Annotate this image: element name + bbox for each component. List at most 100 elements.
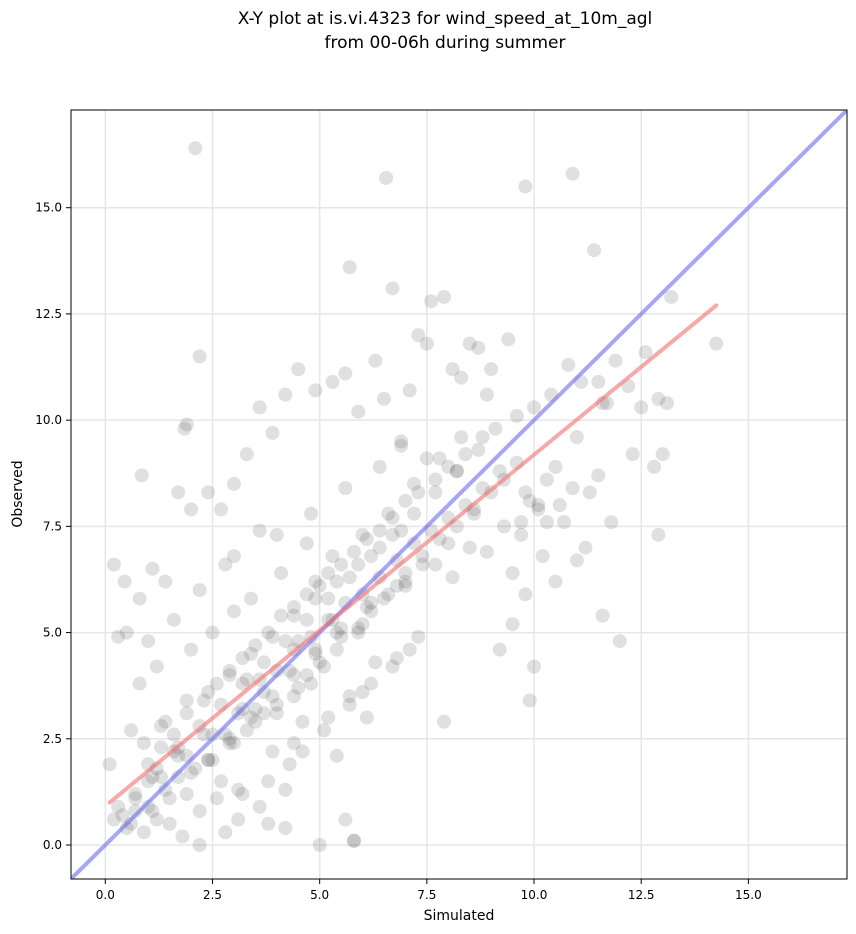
data-point (231, 782, 246, 797)
data-point (402, 642, 417, 657)
data-point (659, 396, 674, 411)
data-point (595, 608, 610, 623)
data-point (436, 714, 451, 729)
data-point (428, 472, 443, 487)
data-point (664, 289, 679, 304)
data-point (501, 332, 516, 347)
data-point (527, 400, 542, 415)
data-point (394, 434, 409, 449)
data-point (364, 676, 379, 691)
data-point (136, 825, 151, 840)
data-point (569, 430, 584, 445)
data-point (359, 600, 374, 615)
data-point (398, 493, 413, 508)
data-point (342, 260, 357, 275)
data-point (411, 629, 426, 644)
data-point (291, 680, 306, 695)
data-point (111, 799, 126, 814)
data-point (184, 642, 199, 657)
data-point (342, 689, 357, 704)
data-point (364, 604, 379, 619)
data-point (299, 668, 314, 683)
data-point (406, 506, 421, 521)
data-point (518, 179, 533, 194)
data-point (286, 668, 301, 683)
data-point (149, 659, 164, 674)
data-point (128, 787, 143, 802)
data-point (175, 829, 190, 844)
data-point (321, 591, 336, 606)
data-point (389, 651, 404, 666)
data-point (325, 549, 340, 564)
data-point (548, 459, 563, 474)
data-point (192, 583, 207, 598)
data-point (351, 557, 366, 572)
data-point (505, 566, 520, 581)
y-axis-ticks: 0.0 2.5 5.0 7.5 10.0 12.5 15.0 (35, 201, 71, 852)
data-point (282, 757, 297, 772)
data-point (634, 400, 649, 415)
data-point (201, 753, 216, 768)
data-point (445, 570, 460, 585)
data-point (325, 374, 340, 389)
data-point (231, 812, 246, 827)
data-point (376, 591, 391, 606)
data-point (218, 825, 233, 840)
data-point (239, 672, 254, 687)
data-point (441, 536, 456, 551)
data-point (308, 591, 323, 606)
data-point (188, 761, 203, 776)
data-point (128, 791, 143, 806)
data-point (269, 697, 284, 712)
identity-line (71, 110, 847, 879)
data-point (308, 642, 323, 657)
data-point (351, 625, 366, 640)
data-point (256, 655, 271, 670)
data-point (518, 587, 533, 602)
data-point (385, 510, 400, 525)
y-tick-label: 0.0 (43, 838, 62, 852)
data-point (196, 693, 211, 708)
data-point (398, 566, 413, 581)
data-point (539, 515, 554, 530)
data-point (299, 587, 314, 602)
data-point (379, 170, 394, 185)
data-point (334, 621, 349, 636)
data-point (514, 527, 529, 542)
data-point (531, 498, 546, 513)
data-point (106, 557, 121, 572)
data-point (269, 706, 284, 721)
data-point (552, 498, 567, 513)
data-point (162, 816, 177, 831)
data-point (321, 566, 336, 581)
y-tick-label: 10.0 (35, 413, 62, 427)
data-point (445, 362, 460, 377)
data-point (359, 532, 374, 547)
data-point (209, 676, 224, 691)
data-point (419, 336, 434, 351)
x-axis-ticks: 0.0 2.5 5.0 7.5 10.0 12.5 15.0 (96, 879, 762, 902)
data-point (389, 578, 404, 593)
data-point (304, 676, 319, 691)
data-point (265, 629, 280, 644)
data-point (342, 570, 357, 585)
data-point (368, 655, 383, 670)
data-point (394, 523, 409, 538)
data-point (406, 476, 421, 491)
data-point (612, 634, 627, 649)
data-point (214, 502, 229, 517)
data-point (385, 527, 400, 542)
data-point (222, 736, 237, 751)
data-point (269, 527, 284, 542)
data-point (235, 787, 250, 802)
data-point (145, 561, 160, 576)
data-point (424, 294, 439, 309)
data-point (286, 689, 301, 704)
data-point (376, 391, 391, 406)
data-point (184, 765, 199, 780)
y-tick-label: 15.0 (35, 201, 62, 215)
data-point (274, 566, 289, 581)
data-point (428, 557, 443, 572)
data-point (591, 374, 606, 389)
